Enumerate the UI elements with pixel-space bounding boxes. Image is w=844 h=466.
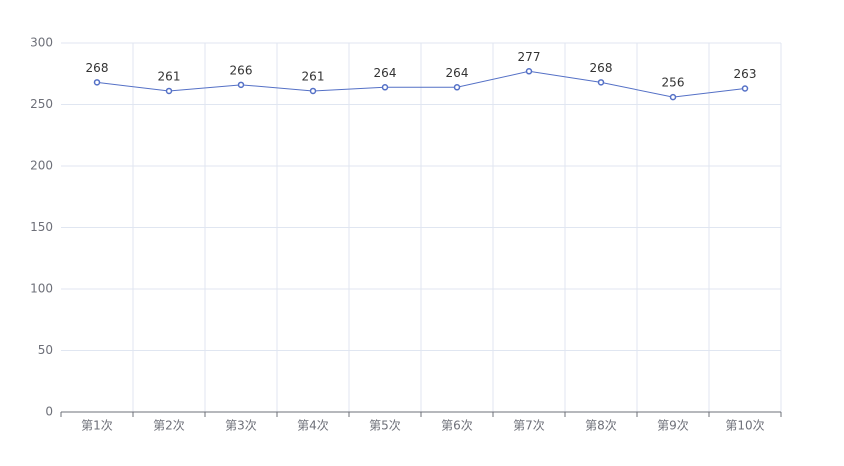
value-label: 277 bbox=[518, 50, 541, 64]
y-tick-label: 100 bbox=[30, 282, 53, 296]
y-tick-label: 0 bbox=[45, 405, 53, 419]
data-point bbox=[669, 93, 677, 101]
x-tick-label: 第7次 bbox=[513, 419, 545, 433]
data-point bbox=[453, 84, 461, 91]
y-tick-label: 150 bbox=[30, 220, 53, 234]
data-point bbox=[597, 79, 605, 86]
value-label: 268 bbox=[590, 61, 613, 75]
x-tick-label: 第6次 bbox=[441, 419, 473, 433]
value-label: 261 bbox=[302, 69, 325, 83]
data-line bbox=[96, 70, 746, 98]
value-label: 266 bbox=[230, 63, 253, 77]
x-tick-label: 第3次 bbox=[225, 419, 257, 433]
y-tick-label: 300 bbox=[30, 36, 53, 50]
y-tick-label: 250 bbox=[30, 97, 53, 111]
y-tick-label: 200 bbox=[30, 159, 53, 173]
x-tick-label: 第4次 bbox=[297, 419, 329, 433]
data-point bbox=[237, 81, 245, 89]
value-label: 261 bbox=[158, 69, 181, 83]
value-label: 264 bbox=[446, 66, 469, 80]
data-point bbox=[525, 68, 533, 75]
value-label: 263 bbox=[734, 67, 757, 81]
x-tick-label: 第10次 bbox=[725, 419, 764, 433]
data-point bbox=[93, 79, 101, 86]
data-point bbox=[309, 87, 317, 95]
y-tick-label: 50 bbox=[38, 343, 53, 357]
x-tick-label: 第1次 bbox=[81, 419, 113, 433]
data-point bbox=[381, 84, 389, 91]
value-label: 268 bbox=[86, 61, 109, 75]
data-point bbox=[165, 87, 173, 95]
data-point bbox=[741, 85, 749, 92]
x-tick-label: 第9次 bbox=[657, 419, 689, 433]
x-tick-label: 第2次 bbox=[153, 419, 185, 433]
x-tick-label: 第8次 bbox=[585, 419, 617, 433]
x-tick-label: 第5次 bbox=[369, 419, 401, 433]
value-label: 256 bbox=[662, 76, 685, 90]
value-label: 264 bbox=[374, 66, 397, 80]
